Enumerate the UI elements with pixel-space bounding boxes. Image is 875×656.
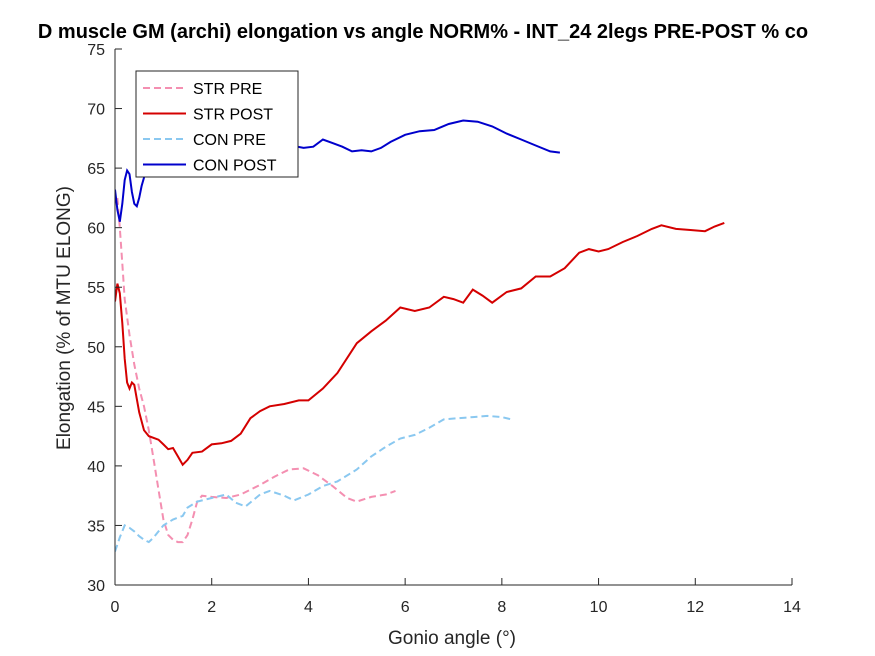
y-tick-label: 65 — [87, 161, 105, 178]
legend-label: CON POST — [193, 158, 277, 175]
y-tick-label: 40 — [87, 459, 105, 476]
y-tick-label: 35 — [87, 518, 105, 535]
y-axis-label: Elongation (% of MTU ELONG) — [54, 186, 75, 450]
x-tick-label: 10 — [590, 599, 608, 616]
series-line-str-post — [115, 221, 725, 467]
y-tick-label: 70 — [87, 102, 105, 119]
x-axis-label: Gonio angle (°) — [388, 628, 516, 649]
y-tick-label: 45 — [87, 399, 105, 416]
axes: 0 2 4 6 8 10 12 14 30 35 40 45 50 55 60 65 70 75 — [87, 42, 801, 616]
legend-label: STR PRE — [193, 81, 262, 98]
legend-label: STR POST — [193, 107, 273, 124]
y-tick-label: 30 — [87, 578, 105, 595]
series-line-str-pre — [116, 197, 396, 544]
y-tick-label: 60 — [87, 221, 105, 238]
chart-title: D muscle GM (archi) elongation vs angle … — [38, 21, 808, 43]
legend: STR PRE STR POST CON PRE CON POST — [135, 70, 299, 178]
y-tick-label: 75 — [87, 42, 105, 59]
x-tick-label: 14 — [783, 599, 801, 616]
y-tick-label: 55 — [87, 280, 105, 297]
x-tick-label: 0 — [111, 599, 120, 616]
plot-lines — [115, 119, 725, 552]
legend-box — [135, 70, 299, 178]
x-tick-label: 6 — [401, 599, 410, 616]
legend-label: CON PRE — [193, 132, 266, 149]
x-tick-label: 4 — [304, 599, 313, 616]
y-tick-label: 50 — [87, 340, 105, 357]
x-tick-label: 12 — [686, 599, 704, 616]
series-line-con-post — [115, 119, 561, 222]
x-tick-label: 2 — [207, 599, 216, 616]
x-tick-label: 8 — [497, 599, 506, 616]
